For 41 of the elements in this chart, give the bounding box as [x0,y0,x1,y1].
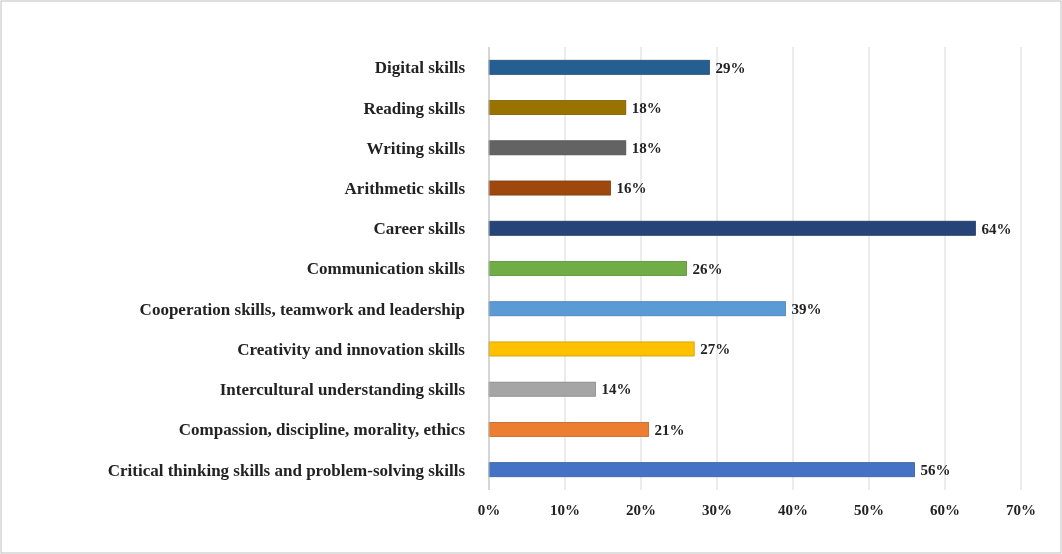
x-tick-label: 70% [1006,502,1036,518]
bar [488,100,627,115]
x-tick-label: 60% [930,502,960,518]
bar [488,180,611,196]
bar [488,422,649,437]
y-tick-label: Digital skills [374,58,466,78]
x-tick-label: 20% [626,502,656,518]
data-label: 14% [601,381,632,398]
data-label: 16% [616,180,647,197]
bar [488,381,596,397]
bar [488,462,915,478]
y-tick-label: Cooperation skills, teamwork and leadership [139,299,465,319]
bar [488,140,627,156]
x-tick-label: 10% [550,502,580,518]
x-tick-label: 40% [778,502,808,518]
bar [488,341,695,357]
bar [488,261,687,276]
data-label: 56% [920,461,951,478]
y-tick-label: Communication skills [306,259,466,279]
data-label: 64% [981,220,1012,237]
y-tick-label: Reading skills [363,98,466,118]
data-label: 18% [631,140,662,157]
bar [488,59,710,75]
data-label: 27% [700,341,731,358]
y-tick-label: Critical thinking skills and problem-solving skills [107,460,466,480]
y-tick-label: Intercultural understanding skills [219,380,466,400]
data-label: 26% [692,260,723,277]
x-tick-label: 50% [854,502,884,518]
data-label: 39% [791,300,822,317]
y-tick-label: Career skills [373,219,466,239]
x-tick-label: 30% [702,502,732,518]
data-label: 18% [631,99,662,116]
y-tick-label: Creativity and innovation skills [237,339,466,359]
data-label: 29% [715,59,746,76]
y-tick-label: Writing skills [366,138,466,158]
y-tick-label: Compassion, discipline, morality, ethics [178,420,466,440]
data-label: 21% [654,421,685,438]
x-tick-label: 0% [477,502,501,518]
bar [488,301,786,317]
bar [488,220,976,236]
y-tick-label: Arithmetic skills [344,178,466,198]
